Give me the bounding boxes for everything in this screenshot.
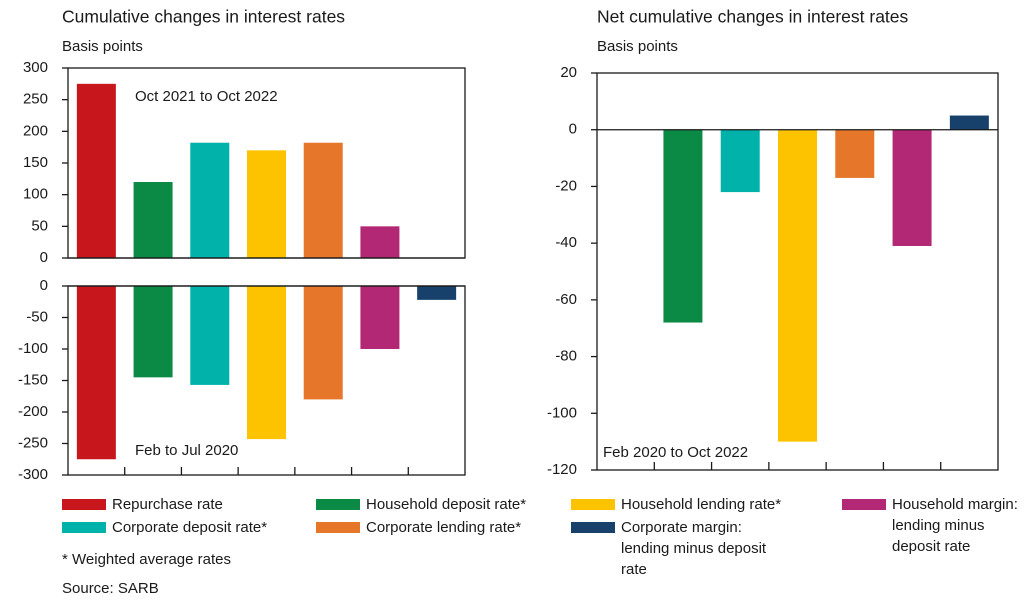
bar bbox=[360, 286, 400, 349]
chart-title: Cumulative changes in interest rates bbox=[62, 7, 345, 27]
legend-label: Corporate deposit rate* bbox=[112, 519, 268, 536]
bar bbox=[417, 286, 457, 300]
y-tick-label: -150 bbox=[18, 371, 48, 388]
bar bbox=[133, 286, 173, 378]
legend-label: Corporate margin: lending minus deposit … bbox=[621, 519, 767, 578]
y-tick-label: 150 bbox=[23, 154, 48, 171]
charts: Cumulative changes in interest rates Basi… bbox=[18, 7, 999, 480]
bar bbox=[720, 129, 760, 193]
legend-label: Repurchase rate bbox=[112, 496, 223, 513]
y-tick-label: 0 bbox=[40, 277, 48, 294]
source: Source: SARB bbox=[62, 580, 159, 597]
bar bbox=[892, 129, 932, 246]
y-tick-label: -300 bbox=[18, 466, 48, 480]
bar bbox=[303, 286, 343, 400]
y-tick-label: -100 bbox=[18, 340, 48, 357]
y-tick-label: -100 bbox=[547, 404, 577, 421]
legend-swatch bbox=[571, 522, 615, 533]
y-tick-label: 50 bbox=[31, 217, 48, 234]
y-axis-label: Basis points bbox=[597, 38, 678, 55]
bar bbox=[133, 182, 173, 258]
y-tick-label: -80 bbox=[555, 348, 577, 365]
annotation: Oct 2021 to Oct 2022 bbox=[135, 88, 278, 105]
bar bbox=[76, 286, 116, 460]
legend-swatch bbox=[62, 499, 106, 510]
bar bbox=[247, 286, 286, 440]
legend-label: Corporate lending rate* bbox=[366, 519, 522, 536]
legend-label: Household lending rate* bbox=[621, 496, 782, 513]
y-tick-label: -200 bbox=[18, 403, 48, 420]
legend-swatch bbox=[316, 522, 360, 533]
legend-label: Household margin: lending minus deposit … bbox=[892, 496, 1018, 555]
plot-frame bbox=[596, 72, 999, 471]
y-tick-label: 100 bbox=[23, 186, 48, 203]
annotation: Feb 2020 to Oct 2022 bbox=[603, 444, 748, 461]
bar bbox=[247, 150, 286, 258]
y-tick-label: 0 bbox=[40, 249, 48, 266]
y-tick-label: 250 bbox=[23, 91, 48, 108]
legend-swatch bbox=[316, 499, 360, 510]
bar bbox=[949, 115, 989, 130]
y-axis-label: Basis points bbox=[62, 38, 143, 55]
y-tick-label: -50 bbox=[26, 308, 48, 325]
y-tick-label: -20 bbox=[555, 177, 577, 194]
annotation: Feb to Jul 2020 bbox=[135, 442, 238, 459]
footnote: * Weighted average rates bbox=[62, 551, 231, 568]
legend-swatch bbox=[571, 499, 615, 510]
bar bbox=[303, 142, 343, 258]
bar bbox=[835, 129, 875, 178]
y-tick-label: 300 bbox=[23, 59, 48, 76]
y-tick-label: 20 bbox=[560, 64, 577, 81]
y-tick-label: -120 bbox=[547, 461, 577, 478]
y-tick-label: -60 bbox=[555, 291, 577, 308]
y-tick-label: -250 bbox=[18, 434, 48, 451]
y-tick-label: -40 bbox=[555, 234, 577, 251]
bar bbox=[778, 129, 817, 442]
bar bbox=[663, 129, 703, 323]
legend-label: Household deposit rate* bbox=[366, 496, 527, 513]
legend-swatch bbox=[842, 499, 886, 510]
bar bbox=[190, 142, 230, 258]
chart-title: Net cumulative changes in interest rates bbox=[597, 7, 909, 27]
y-tick-label: 200 bbox=[23, 122, 48, 139]
legend-swatch bbox=[62, 522, 106, 533]
y-tick-label: 0 bbox=[569, 121, 577, 138]
bar bbox=[360, 226, 400, 258]
bar bbox=[190, 286, 230, 385]
bar bbox=[76, 83, 116, 258]
